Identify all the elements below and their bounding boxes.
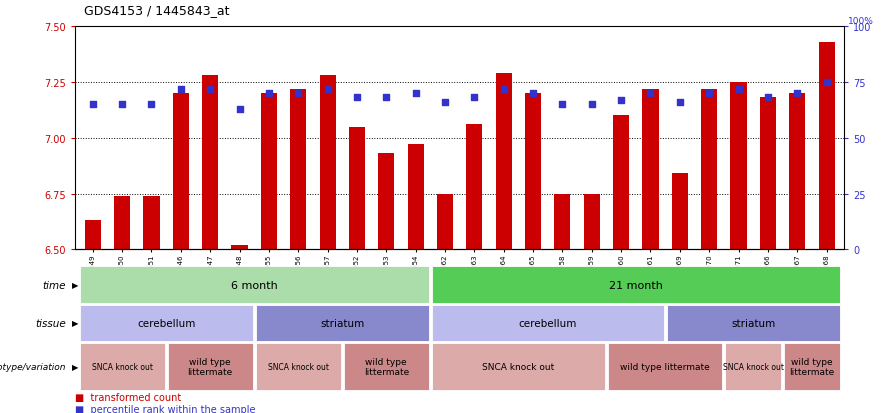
Point (468, 95, 482, 102)
Bar (290, 89, 306, 250)
Text: GDS4153 / 1445843_at: GDS4153 / 1445843_at (84, 4, 230, 17)
Text: SNCA knock out: SNCA knock out (483, 362, 554, 371)
Text: striatum: striatum (320, 318, 364, 328)
Point (408, 90, 423, 97)
Point (644, 90, 658, 97)
Text: striatum: striatum (731, 318, 775, 328)
Bar (437, 194, 453, 250)
Text: 6 month: 6 month (231, 280, 278, 290)
Point (144, 102, 158, 108)
Text: SNCA knock out: SNCA knock out (268, 362, 329, 371)
Point (232, 106, 247, 113)
Bar (85, 221, 101, 250)
Point (526, 90, 540, 97)
Bar (261, 94, 277, 250)
Bar (378, 154, 394, 250)
Point (614, 97, 629, 104)
Point (379, 95, 393, 102)
Text: 21 month: 21 month (609, 280, 663, 290)
Bar (349, 127, 365, 250)
Bar (819, 43, 834, 250)
Point (555, 102, 569, 108)
Text: cerebellum: cerebellum (137, 318, 195, 328)
Bar (525, 94, 541, 250)
Bar (172, 94, 189, 250)
Point (702, 90, 716, 97)
Bar (643, 89, 659, 250)
Bar (466, 125, 483, 250)
Text: ▶: ▶ (72, 319, 78, 328)
Bar (789, 94, 805, 250)
Text: tissue: tissue (35, 318, 66, 328)
Bar (730, 83, 747, 250)
Bar (583, 194, 600, 250)
Text: genotype/variation: genotype/variation (0, 362, 66, 371)
Text: wild type
littermate: wild type littermate (187, 357, 232, 376)
Text: ▶: ▶ (72, 362, 78, 371)
Text: ▶: ▶ (72, 280, 78, 290)
Bar (114, 196, 130, 250)
Bar (496, 74, 512, 250)
Point (761, 95, 775, 102)
Point (262, 90, 276, 97)
Bar (554, 194, 570, 250)
Point (731, 86, 745, 93)
Point (86, 102, 100, 108)
Text: SNCA knock out: SNCA knock out (723, 362, 784, 371)
Text: ■  transformed count: ■ transformed count (75, 392, 181, 402)
Text: SNCA knock out: SNCA knock out (92, 362, 153, 371)
Text: cerebellum: cerebellum (519, 318, 577, 328)
Text: wild type
littermate: wild type littermate (789, 357, 834, 376)
Bar (613, 116, 629, 250)
Point (790, 90, 804, 97)
Text: ■  percentile rank within the sample: ■ percentile rank within the sample (75, 404, 255, 413)
Bar (760, 98, 776, 250)
Point (291, 90, 305, 97)
Bar (319, 76, 336, 250)
Text: wild type
littermate: wild type littermate (363, 357, 409, 376)
Point (350, 95, 364, 102)
Point (584, 102, 598, 108)
Point (115, 102, 129, 108)
Bar (202, 76, 218, 250)
Text: 100%: 100% (849, 17, 874, 26)
Bar (672, 174, 688, 250)
Bar (232, 245, 248, 250)
Point (203, 86, 217, 93)
Point (174, 86, 188, 93)
Bar (408, 145, 423, 250)
Bar (701, 89, 717, 250)
Point (673, 100, 687, 106)
Point (497, 86, 511, 93)
Point (438, 100, 452, 106)
Point (819, 79, 834, 86)
Text: wild type littermate: wild type littermate (621, 362, 710, 371)
Bar (143, 196, 159, 250)
Point (321, 86, 335, 93)
Text: time: time (42, 280, 66, 290)
